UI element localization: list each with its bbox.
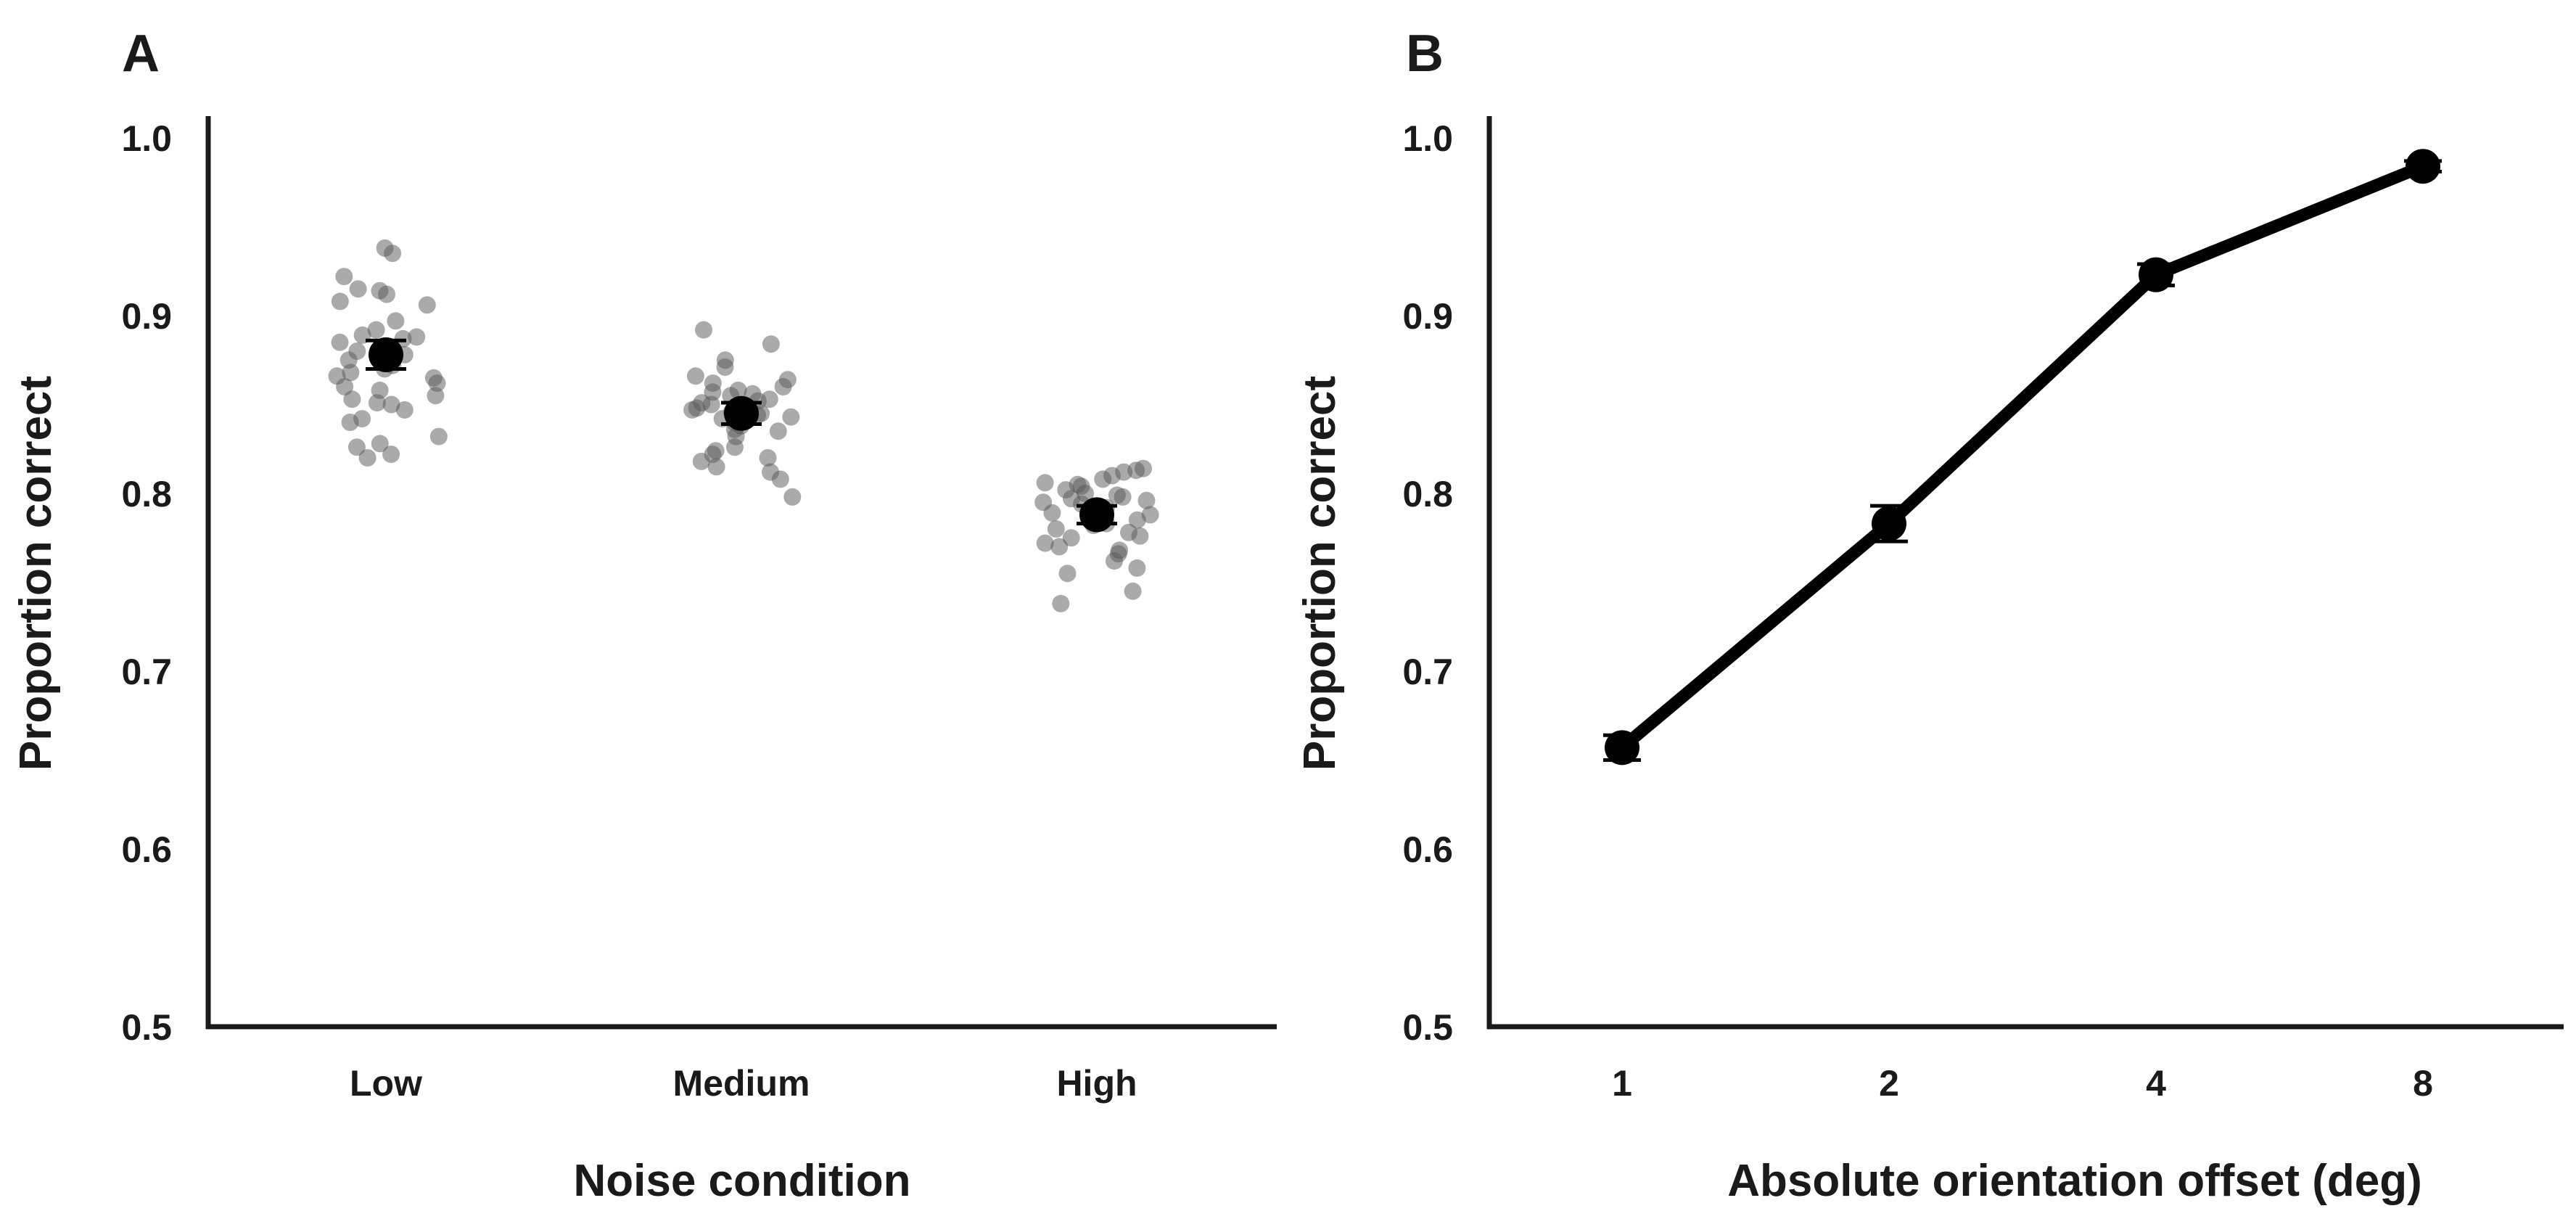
panel-a-x-axis-title: Noise condition <box>574 1156 911 1206</box>
panel-b-x-ticks: 1 2 4 8 <box>1612 1063 2433 1104</box>
x-tick-label: 8 <box>2413 1063 2433 1104</box>
panel-a-participant-points <box>328 239 1159 612</box>
participant-point <box>335 268 353 286</box>
panel-a-y-ticks: 0.5 0.6 0.7 0.8 0.9 1.0 <box>121 118 172 1048</box>
panel-a-y-axis-title: Proportion correct <box>11 376 61 771</box>
participant-point <box>683 401 701 419</box>
y-tick-label: 1.0 <box>1402 118 1453 159</box>
participant-point <box>1128 559 1146 577</box>
participant-point <box>759 449 777 467</box>
participant-point <box>408 328 426 346</box>
participant-point <box>762 335 780 353</box>
panel-b-series-line <box>1616 160 2429 754</box>
participant-point <box>1047 520 1065 538</box>
data-point <box>1605 730 1639 766</box>
x-tick-label: 2 <box>1879 1063 1899 1104</box>
y-tick-label: 0.6 <box>121 829 172 870</box>
mean-point <box>1079 497 1114 533</box>
participant-point <box>382 395 400 414</box>
participant-point <box>1058 565 1077 583</box>
participant-point <box>1094 470 1112 488</box>
participant-point <box>1131 527 1149 545</box>
mean-point <box>724 395 759 431</box>
participant-point <box>702 395 720 414</box>
participant-point <box>1114 488 1132 506</box>
participant-point <box>1036 474 1054 492</box>
participant-point <box>725 438 744 456</box>
participant-point <box>1124 582 1142 600</box>
y-tick-label: 0.8 <box>1402 474 1453 514</box>
participant-point <box>774 378 792 395</box>
participant-point <box>342 364 360 382</box>
y-tick-label: 0.9 <box>121 296 172 337</box>
y-tick-label: 0.5 <box>121 1007 172 1048</box>
panel-b-letter: B <box>1406 25 1444 83</box>
participant-point <box>1043 504 1061 522</box>
participant-point <box>378 285 395 303</box>
panel-a-letter: A <box>122 25 160 83</box>
participant-point <box>387 312 405 330</box>
participant-point <box>695 321 712 339</box>
y-tick-label: 0.5 <box>1402 1007 1453 1048</box>
y-tick-label: 0.7 <box>1402 652 1453 692</box>
panel-a-x-ticks: Low Medium High <box>350 1063 1137 1104</box>
participant-point <box>343 390 361 409</box>
panel-b-y-axis-title: Proportion correct <box>1295 376 1345 771</box>
participant-point <box>782 408 800 426</box>
x-tick-label: Medium <box>673 1063 810 1104</box>
x-tick-label: High <box>1056 1063 1137 1104</box>
participant-point <box>427 387 445 405</box>
panel-b: B Proportion correct Absolute orientatio… <box>1295 25 2564 1206</box>
panel-a: A Proportion correct Noise condition 0.5… <box>11 25 1277 1206</box>
participant-point <box>692 452 710 470</box>
participant-point <box>716 358 734 376</box>
panel-b-x-axis-title: Absolute orientation offset (deg) <box>1727 1156 2422 1206</box>
participant-point <box>331 292 349 311</box>
participant-point <box>382 446 400 464</box>
participant-point <box>371 435 389 453</box>
participant-point <box>331 333 349 351</box>
y-tick-label: 0.6 <box>1402 829 1453 870</box>
participant-point <box>686 367 704 385</box>
participant-point <box>1062 529 1080 547</box>
participant-point <box>783 488 802 506</box>
y-tick-label: 0.8 <box>121 474 172 514</box>
participant-point <box>707 458 725 476</box>
participant-point <box>368 394 386 412</box>
participant-point <box>1137 491 1156 509</box>
data-point <box>2406 149 2440 184</box>
y-tick-label: 0.9 <box>1402 296 1453 337</box>
participant-point <box>1106 552 1123 570</box>
participant-point <box>418 296 436 314</box>
participant-point <box>1052 594 1070 612</box>
data-point <box>1872 506 1906 541</box>
x-tick-label: 4 <box>2146 1063 2166 1104</box>
data-point <box>2139 257 2173 292</box>
participant-point <box>358 449 376 467</box>
participant-point <box>347 438 366 456</box>
panel-b-points <box>1603 149 2442 766</box>
participant-point <box>429 427 448 446</box>
participant-point <box>1050 538 1069 556</box>
mean-point <box>369 337 403 372</box>
panel-b-y-ticks: 0.5 0.6 0.7 0.8 0.9 1.0 <box>1402 118 1453 1048</box>
participant-point <box>384 245 402 263</box>
participant-point <box>771 470 789 488</box>
x-tick-label: 1 <box>1612 1063 1632 1104</box>
y-tick-label: 1.0 <box>121 118 172 159</box>
participant-point <box>341 414 359 431</box>
participant-point <box>349 280 367 298</box>
participant-point <box>769 422 787 440</box>
panel-a-means <box>366 337 1117 533</box>
participant-point <box>395 401 413 419</box>
x-tick-label: Low <box>350 1063 422 1104</box>
participant-point <box>367 321 385 339</box>
participant-point <box>1036 534 1054 552</box>
y-tick-label: 0.7 <box>121 652 172 692</box>
participant-point <box>1128 511 1146 529</box>
